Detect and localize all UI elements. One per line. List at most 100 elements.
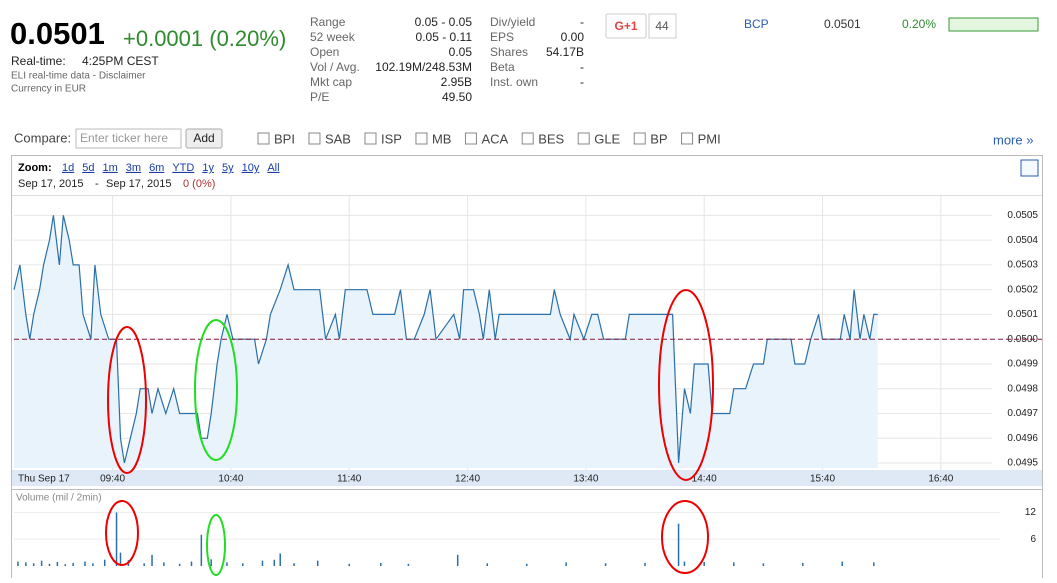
compare-checkbox[interactable]: [577, 132, 590, 145]
x-tick-label: 09:40: [100, 474, 125, 485]
compare-ticker[interactable]: BPI: [274, 131, 295, 146]
gplus-button[interactable]: [605, 13, 647, 39]
volume-bar: [407, 563, 410, 566]
source[interactable]: ELI real-time data - Disclaimer: [11, 71, 146, 82]
zoom-option[interactable]: 1y: [202, 162, 214, 174]
compare-placeholder[interactable]: Enter ticker here: [80, 131, 168, 145]
volume-bar: [683, 561, 686, 566]
line: [13, 215, 878, 464]
volume-bar: [119, 552, 122, 566]
stat-label: Range: [310, 15, 346, 29]
realtime-time: 4:25PM CEST: [82, 54, 159, 68]
y-tick-label: 0.0497: [1007, 408, 1038, 419]
volume-bar: [242, 563, 244, 566]
stat-value: 0.00: [561, 30, 585, 44]
compare-checkbox[interactable]: [464, 132, 477, 145]
volume-bar: [48, 563, 51, 566]
compare-checkbox[interactable]: [633, 132, 646, 145]
x-tick-label: 12:40: [455, 474, 480, 485]
ticker-price: 0.0501: [824, 17, 861, 31]
zoom-option[interactable]: 5y: [222, 162, 234, 174]
price: 0.0501: [10, 16, 105, 51]
x-tick-label: 13:40: [573, 474, 598, 485]
zoom-option[interactable]: All: [267, 162, 279, 174]
zoom-option[interactable]: 6m: [149, 162, 164, 174]
zoom-label: Zoom:: [18, 162, 52, 174]
zoom-option[interactable]: YTD: [172, 162, 194, 174]
stat-value: -: [580, 60, 584, 74]
compare-ticker[interactable]: BES: [538, 131, 564, 146]
compare-checkbox[interactable]: [257, 132, 270, 145]
currency: Currency in EUR: [11, 84, 86, 95]
compare-ticker[interactable]: SAB: [325, 131, 351, 146]
stat-value: -: [580, 75, 584, 89]
zoom-option[interactable]: 10y: [242, 162, 260, 174]
volume-bar: [56, 561, 59, 566]
x-tick-label: 16:40: [928, 474, 953, 485]
volume-bar: [380, 562, 382, 566]
compare-input[interactable]: [75, 128, 182, 149]
volume-bar: [32, 563, 35, 566]
volume-bar: [163, 562, 165, 566]
compare-checkbox[interactable]: [681, 132, 694, 145]
compare-ticker[interactable]: PMI: [698, 131, 721, 146]
volume-bar: [151, 554, 153, 566]
expand-button[interactable]: [1020, 159, 1039, 177]
zoom-option[interactable]: 5d: [82, 162, 94, 174]
volume-bar: [644, 562, 646, 566]
volume-bar: [873, 562, 875, 566]
annotation-ellipse: [194, 319, 238, 461]
y-tick-label: 0.0496: [1007, 433, 1038, 444]
volume-bar: [279, 553, 281, 566]
stat-label: EPS: [490, 30, 514, 44]
stat-label: P/E: [310, 90, 329, 104]
volume-bar: [84, 561, 86, 566]
volume-bar: [143, 563, 145, 566]
y-tick-label: 0.0498: [1007, 383, 1038, 394]
price-change: +0.0001 (0.20%): [123, 26, 286, 51]
compare-ticker[interactable]: ACA: [481, 131, 508, 146]
compare-checkbox[interactable]: [415, 132, 428, 145]
volume-bar: [115, 512, 118, 566]
compare-label: Compare:: [14, 130, 71, 145]
volume-bar: [316, 560, 319, 566]
add-label[interactable]: Add: [193, 131, 214, 145]
zoom-option[interactable]: 3m: [126, 162, 141, 174]
stat-label: 52 week: [310, 30, 356, 44]
compare-ticker[interactable]: MB: [432, 131, 452, 146]
y-tick-label: 0.0504: [1007, 235, 1038, 246]
gplus-count: 44: [655, 19, 669, 33]
volume-bar: [103, 559, 106, 566]
compare-checkbox[interactable]: [364, 132, 377, 145]
compare-checkbox[interactable]: [308, 132, 321, 145]
volume-bar: [40, 560, 43, 566]
volume-bar: [273, 559, 276, 566]
compare-checkbox[interactable]: [521, 132, 534, 145]
zoom-option[interactable]: 1m: [103, 162, 118, 174]
annotation-ellipse: [658, 289, 714, 481]
stat-label: Shares: [490, 45, 528, 59]
zoom-option[interactable]: 1d: [62, 162, 74, 174]
compare-ticker[interactable]: BP: [650, 131, 667, 146]
area: [14, 215, 878, 468]
compare-ticker[interactable]: GLE: [594, 131, 620, 146]
volume-bar: [604, 563, 607, 566]
ticker-change-bar: [948, 17, 1039, 32]
add-button[interactable]: [185, 128, 223, 149]
range-change: 0 (0%): [183, 178, 215, 190]
volume-bar: [733, 562, 735, 566]
realtime-label: Real-time:: [11, 54, 66, 68]
stat-label: Div/yield: [490, 15, 535, 29]
compare-ticker[interactable]: ISP: [381, 131, 402, 146]
volume-bar: [200, 534, 203, 566]
more-link[interactable]: more »: [993, 132, 1033, 147]
volume-bar: [72, 562, 74, 566]
gplus-label[interactable]: G+1: [614, 19, 637, 33]
volume-bar: [456, 554, 459, 566]
stat-label: Inst. own: [490, 75, 538, 89]
volume-bar: [92, 563, 94, 566]
ticker-symbol[interactable]: BCP: [744, 17, 769, 31]
volume-title: Volume (mil / 2min): [16, 493, 102, 504]
annotations: [105, 289, 714, 576]
